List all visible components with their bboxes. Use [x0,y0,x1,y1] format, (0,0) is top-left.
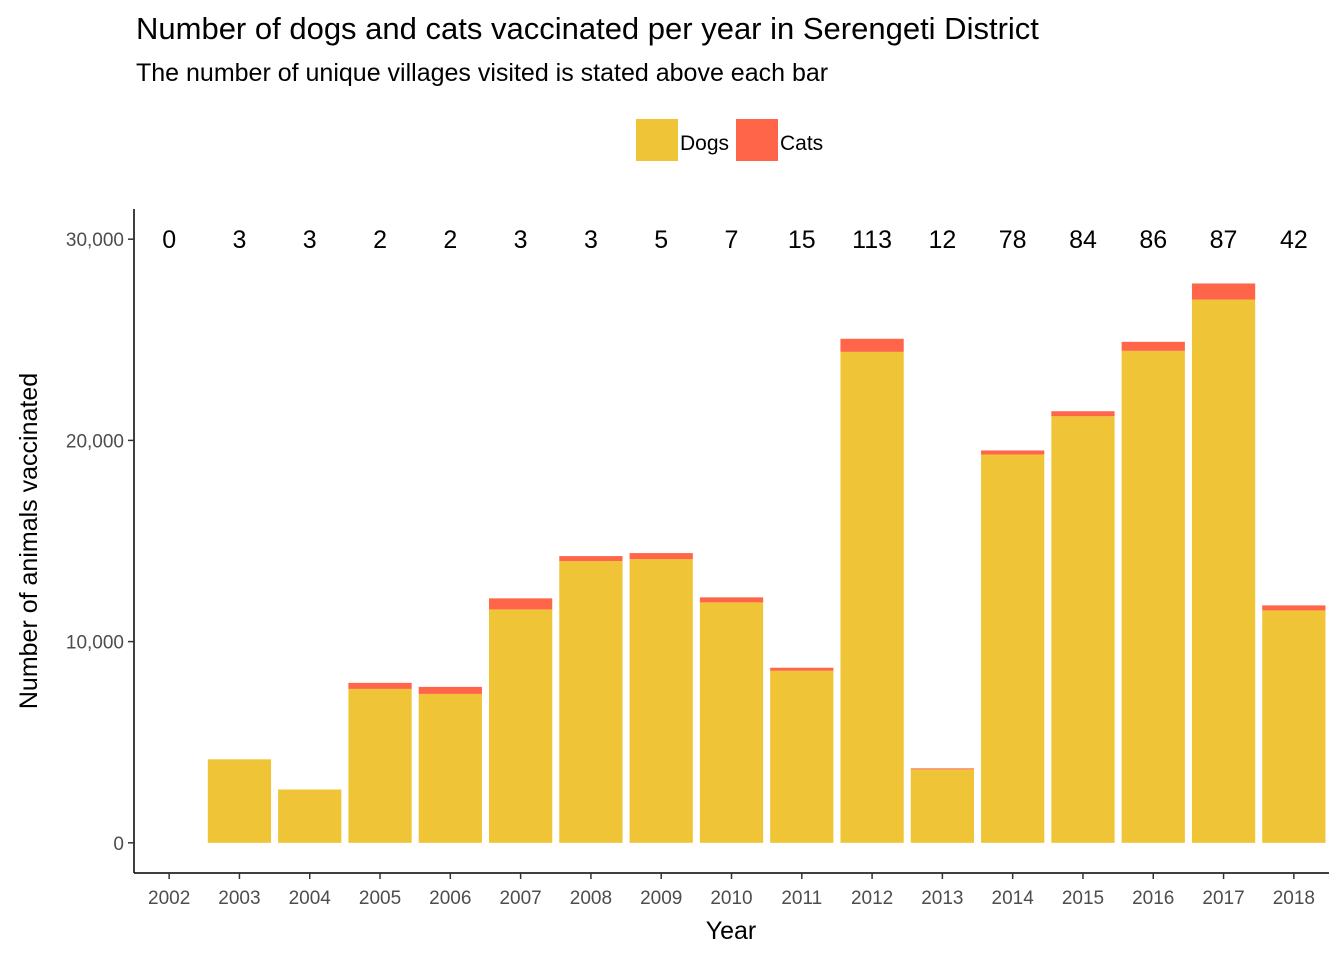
x-tick-label: 2006 [429,888,471,909]
x-tick-label: 2008 [570,888,612,909]
x-tick-label: 2005 [359,888,401,909]
y-tick-label: 20,000 [66,431,124,452]
bar-dogs-2007 [488,609,553,843]
bar-dogs-2014 [981,454,1045,843]
bar-label-2010: 7 [725,226,739,254]
axes-group: 0 10,000 20,000 30,000 2002 2003 2004 2005 2006 2… [66,209,1329,909]
x-tick-label: 2013 [921,888,963,909]
bar-label-2003: 3 [232,226,246,254]
x-tick-label: 2011 [781,888,822,909]
bar-label-2014: 78 [999,226,1027,254]
legend-key-dogs [636,119,678,161]
bar-dogs-2005 [348,688,412,843]
y-tick-label: 30,000 [66,230,124,251]
bar-dogs-2018 [1262,610,1326,843]
bars-group [207,283,1326,843]
bar-cats-2013 [910,768,975,770]
bar-label-2017: 87 [1210,226,1238,254]
x-tick-label: 2017 [1202,888,1244,909]
bar-dogs-2004 [278,789,342,843]
bar-dogs-2011 [770,670,834,843]
bar-cats-2011 [770,667,834,671]
bar-dogs-2010 [699,602,764,843]
y-tick-label: 0 [113,834,124,855]
bar-dogs-2013 [910,769,975,843]
bar-cats-2005 [348,682,412,689]
bar-cats-2008 [559,556,623,562]
chart-title: Number of dogs and cats vaccinated per y… [136,11,1039,46]
bar-dogs-2015 [1051,416,1115,843]
legend-label-cats: Cats [780,132,823,155]
x-tick-label: 2015 [1062,888,1104,909]
legend: Dogs Cats [636,119,823,161]
bar-dogs-2009 [629,559,693,843]
bar-cats-2009 [629,553,693,560]
bar-cats-2010 [699,597,764,603]
x-tick-label: 2009 [640,888,682,909]
bar-label-2016: 86 [1139,226,1167,254]
legend-key-cats [736,119,778,161]
y-tick-label: 10,000 [66,633,124,654]
bar-label-2018: 42 [1280,226,1308,254]
x-tick-label: 2012 [851,888,893,909]
x-tick-label: 2004 [289,888,332,909]
bar-label-2015: 84 [1069,226,1097,254]
bar-cats-2017 [1191,283,1256,300]
bar-labels-group: 0 3 3 2 2 3 3 5 7 15 113 12 78 84 86 87 42 [162,226,1308,254]
bar-dogs-2016 [1121,350,1185,843]
bar-label-2006: 2 [443,226,457,254]
bar-dogs-2003 [207,759,272,843]
x-tick-label: 2016 [1132,888,1174,909]
bar-dogs-2012 [840,351,904,843]
bar-label-2002: 0 [162,226,176,254]
bar-cats-2007 [488,598,553,610]
x-tick-label: 2018 [1273,888,1315,909]
bar-dogs-2017 [1191,299,1256,843]
legend-label-dogs: Dogs [680,132,729,155]
bar-label-2012: 113 [852,226,892,254]
bar-cats-2014 [981,450,1045,455]
x-tick-label: 2014 [992,888,1035,909]
bar-cats-2012 [840,338,904,352]
x-tick-label: 2003 [218,888,260,909]
x-axis-title: Year [706,917,757,945]
bar-cats-2018 [1262,605,1326,611]
bar-cats-2006 [418,686,482,694]
x-tick-label: 2007 [499,888,541,909]
bar-label-2013: 12 [928,226,956,254]
bar-label-2004: 3 [303,226,317,254]
bar-label-2007: 3 [514,226,528,254]
bar-dogs-2008 [559,561,623,843]
bar-label-2009: 5 [654,226,668,254]
x-tick-label: 2002 [148,888,190,909]
bar-cats-2015 [1051,411,1115,417]
bar-dogs-2006 [418,693,482,843]
chart-subtitle: The number of unique villages visited is… [136,59,829,87]
bar-cats-2016 [1121,341,1185,351]
bar-label-2011: 15 [788,226,816,254]
x-tick-label: 2010 [710,888,752,909]
y-axis-title: Number of animals vaccinated [15,373,43,709]
bar-label-2005: 2 [373,226,387,254]
bar-label-2008: 3 [584,226,598,254]
